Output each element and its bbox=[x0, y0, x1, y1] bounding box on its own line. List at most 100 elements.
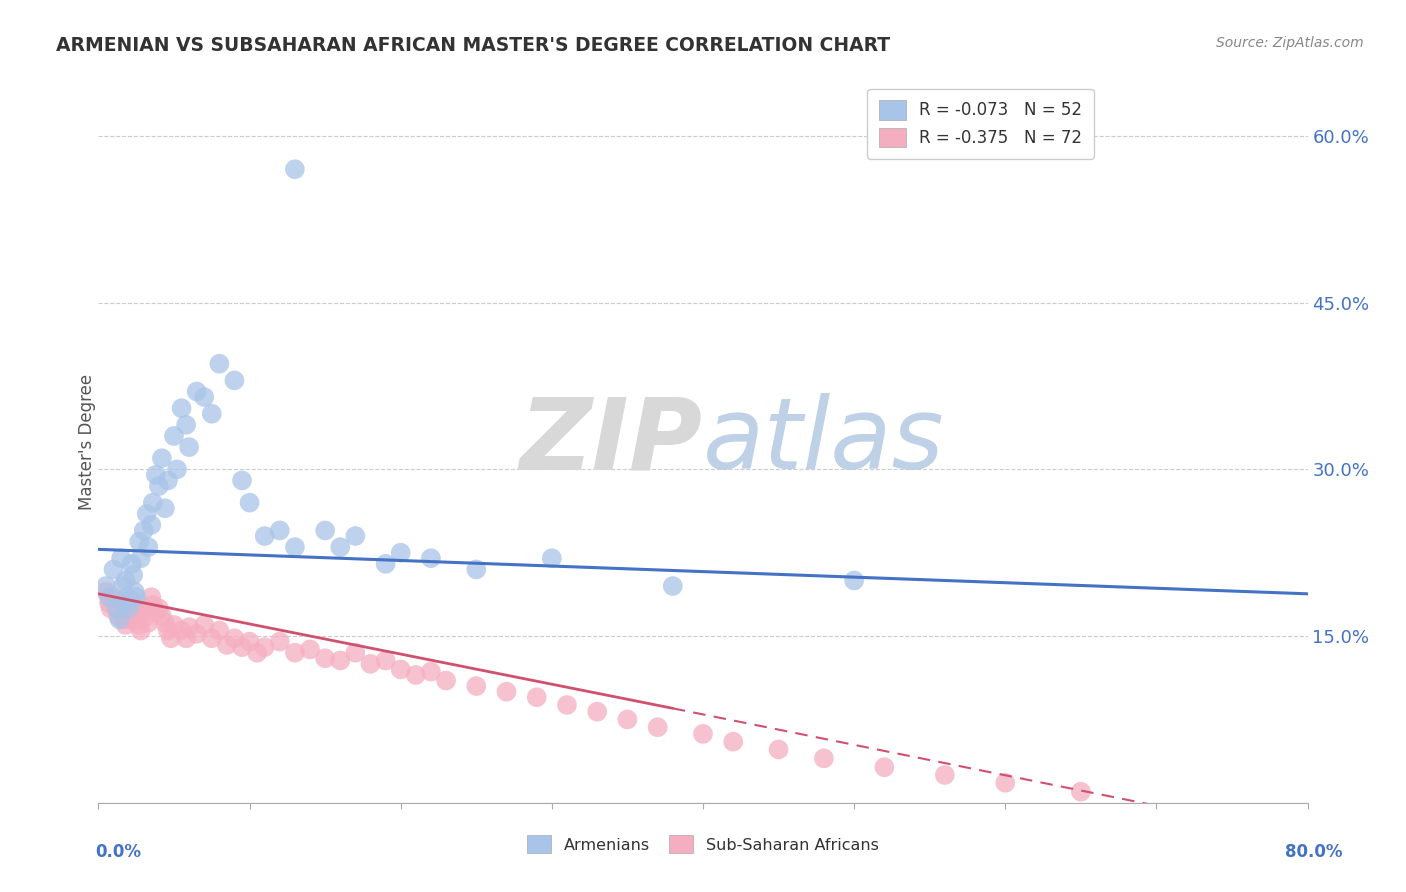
Legend: Armenians, Sub-Saharan Africans: Armenians, Sub-Saharan Africans bbox=[520, 829, 886, 860]
Point bbox=[150, 609, 173, 624]
Point bbox=[128, 534, 150, 549]
Text: ZIP: ZIP bbox=[520, 393, 703, 490]
Point bbox=[112, 596, 135, 610]
Point bbox=[239, 634, 262, 648]
Point bbox=[136, 615, 159, 630]
Text: 80.0%: 80.0% bbox=[1285, 843, 1343, 861]
Point bbox=[844, 574, 866, 588]
Point bbox=[111, 579, 134, 593]
Point bbox=[125, 605, 148, 619]
Point bbox=[374, 653, 396, 667]
Point bbox=[141, 517, 163, 532]
Point bbox=[120, 593, 142, 607]
Point bbox=[100, 601, 122, 615]
Point bbox=[647, 720, 669, 734]
Point bbox=[163, 618, 186, 632]
Point bbox=[465, 679, 488, 693]
Point bbox=[110, 598, 132, 612]
Point bbox=[239, 496, 262, 510]
Point bbox=[136, 540, 159, 554]
Point bbox=[201, 632, 224, 646]
Point bbox=[122, 568, 145, 582]
Point bbox=[179, 440, 201, 454]
Point bbox=[148, 601, 170, 615]
Point bbox=[253, 529, 276, 543]
Point bbox=[224, 373, 246, 387]
Point bbox=[148, 479, 170, 493]
Point bbox=[314, 651, 336, 665]
Point bbox=[344, 646, 367, 660]
Point bbox=[105, 601, 128, 615]
Point bbox=[153, 501, 176, 516]
Point bbox=[215, 638, 238, 652]
Point bbox=[110, 551, 132, 566]
Point bbox=[124, 596, 146, 610]
Point bbox=[150, 451, 173, 466]
Point bbox=[246, 646, 269, 660]
Point bbox=[141, 590, 163, 604]
Point bbox=[1070, 785, 1092, 799]
Point bbox=[103, 562, 125, 576]
Point bbox=[170, 401, 193, 416]
Point bbox=[434, 673, 457, 688]
Point bbox=[142, 496, 165, 510]
Point bbox=[98, 590, 121, 604]
Point bbox=[174, 417, 197, 432]
Point bbox=[125, 590, 148, 604]
Point bbox=[231, 640, 253, 655]
Point bbox=[526, 690, 548, 705]
Point bbox=[114, 574, 136, 588]
Point bbox=[208, 357, 231, 371]
Point bbox=[132, 524, 155, 538]
Point bbox=[179, 620, 201, 634]
Point bbox=[160, 632, 183, 646]
Point bbox=[121, 557, 143, 571]
Point bbox=[156, 624, 179, 638]
Point bbox=[299, 642, 322, 657]
Point bbox=[616, 713, 638, 727]
Point bbox=[420, 551, 443, 566]
Point bbox=[156, 474, 179, 488]
Text: Source: ZipAtlas.com: Source: ZipAtlas.com bbox=[1216, 36, 1364, 50]
Point bbox=[224, 632, 246, 646]
Point bbox=[153, 615, 176, 630]
Point bbox=[127, 612, 149, 626]
Point bbox=[186, 627, 208, 641]
Point bbox=[555, 698, 578, 712]
Point bbox=[465, 562, 488, 576]
Point bbox=[284, 646, 307, 660]
Point bbox=[118, 601, 141, 615]
Point bbox=[115, 605, 138, 619]
Point bbox=[98, 596, 121, 610]
Text: atlas: atlas bbox=[703, 393, 945, 490]
Point bbox=[201, 407, 224, 421]
Point bbox=[129, 551, 152, 566]
Point bbox=[420, 665, 443, 679]
Point bbox=[389, 662, 412, 676]
Point bbox=[132, 601, 155, 615]
Point bbox=[768, 742, 790, 756]
Point bbox=[723, 734, 745, 748]
Point bbox=[118, 612, 141, 626]
Text: 0.0%: 0.0% bbox=[96, 843, 142, 861]
Point bbox=[231, 474, 253, 488]
Point bbox=[586, 705, 609, 719]
Point bbox=[269, 634, 291, 648]
Point bbox=[360, 657, 382, 671]
Point bbox=[329, 653, 352, 667]
Point bbox=[94, 579, 117, 593]
Point bbox=[495, 684, 517, 698]
Point bbox=[269, 524, 291, 538]
Point bbox=[135, 609, 157, 624]
Text: ARMENIAN VS SUBSAHARAN AFRICAN MASTER'S DEGREE CORRELATION CHART: ARMENIAN VS SUBSAHARAN AFRICAN MASTER'S … bbox=[56, 36, 890, 54]
Point bbox=[174, 632, 197, 646]
Point bbox=[813, 751, 835, 765]
Point bbox=[166, 462, 188, 476]
Point bbox=[128, 618, 150, 632]
Point bbox=[873, 760, 896, 774]
Point bbox=[103, 590, 125, 604]
Point bbox=[208, 624, 231, 638]
Point bbox=[122, 609, 145, 624]
Point bbox=[934, 768, 956, 782]
Point bbox=[374, 557, 396, 571]
